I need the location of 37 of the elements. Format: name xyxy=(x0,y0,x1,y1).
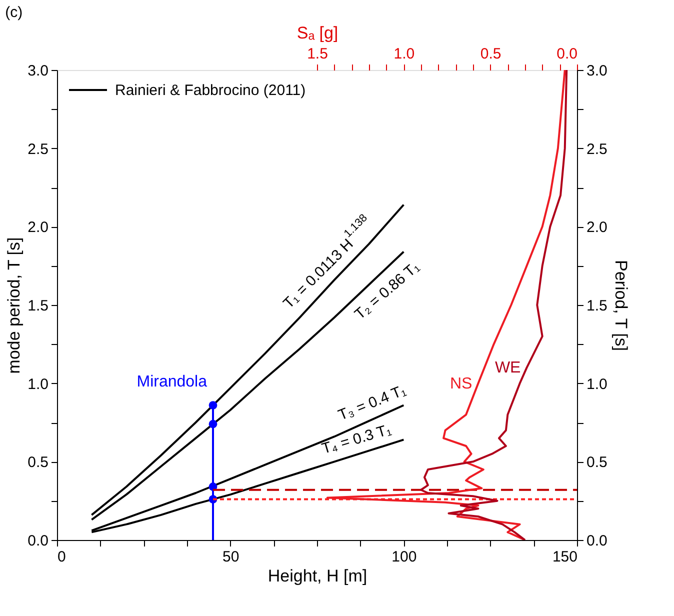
y-tick-label: 0.0 xyxy=(28,532,48,550)
annotation: T₂ = 0.86 T₁ xyxy=(352,258,423,324)
y2-tick-label: 0.5 xyxy=(586,454,608,472)
y2-tick-label: 1.0 xyxy=(586,376,608,393)
point xyxy=(208,420,218,428)
series-label: NS xyxy=(450,375,472,392)
point xyxy=(208,401,218,410)
line-series xyxy=(90,250,405,521)
series-label: Mirandola xyxy=(136,373,208,390)
y-tick-label: 2.0 xyxy=(28,219,48,236)
x2-tick-label: 0.5 xyxy=(480,46,502,62)
x-tick-label: 150 xyxy=(552,548,578,566)
x-tick-label: 0 xyxy=(58,548,66,566)
y-tick-label: 0.5 xyxy=(28,454,48,472)
x-axis-title: Height, H [m] xyxy=(268,566,368,586)
y2-tick-label: 2.0 xyxy=(586,219,608,236)
y2-tick-label: 2.5 xyxy=(586,140,608,158)
line-series xyxy=(90,204,405,516)
point xyxy=(208,482,218,491)
y-axis-title: mode period, T [s] xyxy=(4,237,24,374)
x2-tick-label: 1.0 xyxy=(394,46,415,62)
x2-axis-title: Sₐ [g] xyxy=(296,24,338,42)
legend-label: Rainieri & Fabbrocino (2011) xyxy=(115,82,306,99)
x-tick-label: 100 xyxy=(392,548,417,566)
y-tick-label: 1.0 xyxy=(28,376,48,393)
y-tick-label: 1.5 xyxy=(28,298,48,314)
y2-tick-label: 1.5 xyxy=(586,298,608,314)
series-label: WE xyxy=(494,360,521,377)
chart-title: (c) xyxy=(5,4,23,21)
x2-tick-label: 1.5 xyxy=(307,46,328,62)
y-tick-label: 2.5 xyxy=(28,140,48,158)
x-tick-label: 50 xyxy=(222,548,240,566)
y2-axis-title: Period, T [s] xyxy=(611,260,630,352)
y2-tick-label: 0.0 xyxy=(586,532,608,550)
y2-tick-label: 3.0 xyxy=(586,62,608,80)
y-tick-label: 3.0 xyxy=(28,62,48,80)
x2-tick-label: 0.0 xyxy=(556,46,578,62)
